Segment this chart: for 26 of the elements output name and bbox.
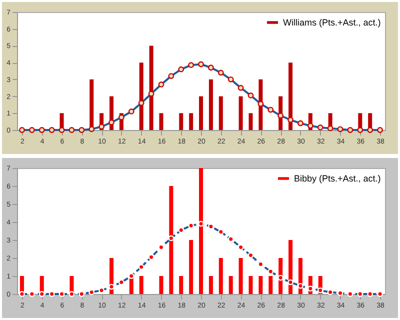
bar: [258, 276, 263, 294]
bar: [189, 240, 194, 294]
bar: [139, 276, 144, 294]
bar: [159, 276, 164, 294]
bar: [169, 186, 174, 294]
bar: [238, 96, 243, 130]
bar: [199, 168, 203, 294]
bar: [179, 113, 184, 130]
legend-label: Williams (Pts.+Ast., act.): [283, 18, 381, 28]
bar: [179, 276, 184, 294]
bar: [189, 113, 194, 130]
bar: [218, 258, 223, 294]
bar: [159, 113, 164, 130]
bar: [248, 113, 253, 130]
bar: [238, 258, 243, 294]
legend-label: Bibby (Pts.+Ast., act.): [294, 174, 381, 184]
bar: [218, 96, 223, 130]
bar: [288, 240, 293, 294]
bar: [208, 79, 213, 130]
bar: [199, 96, 203, 130]
bar: [139, 62, 144, 130]
bar: [208, 276, 213, 294]
bar: [288, 62, 293, 130]
bar: [149, 46, 154, 130]
bar: [228, 276, 233, 294]
bar: [248, 276, 253, 294]
